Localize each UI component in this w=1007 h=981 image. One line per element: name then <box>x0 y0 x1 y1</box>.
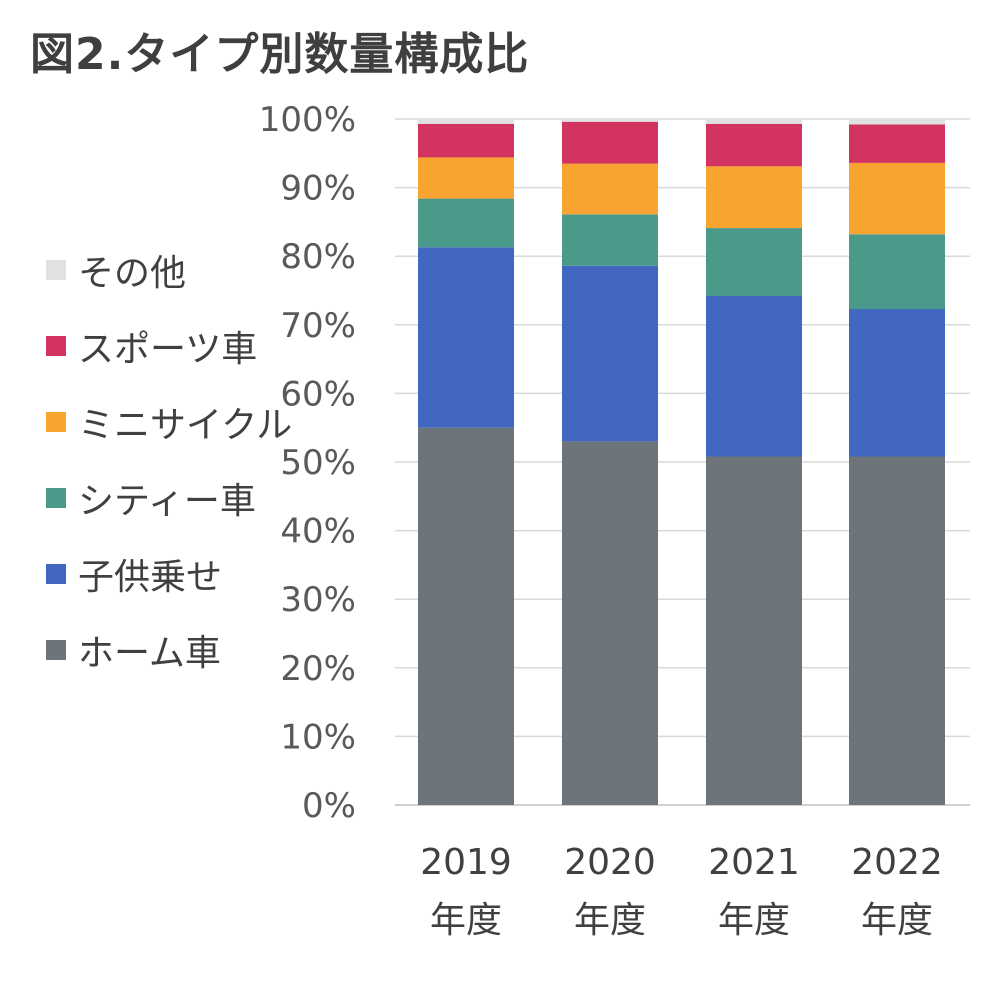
bar-segment <box>562 119 658 122</box>
bar-segment <box>849 162 945 235</box>
bar-segment <box>418 157 514 199</box>
x-axis-categories: 2019 年度 2020 年度 2021 年度 2022 年度 <box>420 842 943 941</box>
bar-segment <box>418 198 514 248</box>
bar-segment <box>849 124 945 163</box>
y-tick-label: 20% <box>280 649 356 689</box>
legend-swatch-mini-cycle <box>46 412 66 432</box>
bar-segment <box>418 119 514 124</box>
bars <box>418 119 945 805</box>
y-tick-label: 50% <box>280 443 356 483</box>
bar-segment <box>562 214 658 266</box>
x-category-label: 年度 <box>430 900 502 941</box>
y-tick-label: 80% <box>280 237 356 277</box>
y-tick-label: 0% <box>302 786 356 826</box>
bar-segment <box>706 119 802 124</box>
bar-segment <box>706 456 802 805</box>
legend-item-mini-cycle: ミニサイクル <box>46 384 292 460</box>
bar-segment <box>706 166 802 229</box>
bar-segment <box>849 456 945 805</box>
legend-item-other: その他 <box>46 232 292 308</box>
legend-swatch-child-seat <box>46 564 66 584</box>
legend-label-mini-cycle: ミニサイクル <box>78 405 293 446</box>
bar-segment <box>418 427 514 805</box>
legend-label-other: その他 <box>78 253 187 294</box>
bar-segment <box>849 234 945 310</box>
x-category-label: 2019 <box>420 842 512 883</box>
bar-segment <box>562 163 658 215</box>
legend-label-sports: スポーツ車 <box>78 329 258 370</box>
legend-item-home: ホーム車 <box>46 612 292 688</box>
bar-segment <box>849 119 945 125</box>
chart-legend: その他 スポーツ車 ミニサイクル シティー車 子供乗せ ホーム車 <box>46 232 292 688</box>
x-category-label: 年度 <box>718 900 790 941</box>
x-category-label: 年度 <box>861 900 933 941</box>
y-tick-label: 60% <box>280 374 356 414</box>
x-category-label: 2021 <box>708 842 800 883</box>
y-tick-label: 70% <box>280 306 356 346</box>
bar-segment <box>706 295 802 457</box>
bar-segment <box>562 265 658 442</box>
bar-segment <box>418 123 514 158</box>
x-category-label: 年度 <box>574 900 646 941</box>
legend-swatch-city <box>46 488 66 508</box>
legend-swatch-home <box>46 640 66 660</box>
bar-segment <box>849 309 945 457</box>
bar-segment <box>562 121 658 164</box>
bar-segment <box>418 247 514 428</box>
legend-label-home: ホーム車 <box>78 633 221 674</box>
legend-item-sports: スポーツ車 <box>46 308 292 384</box>
legend-item-city: シティー車 <box>46 460 292 536</box>
bar-segment <box>706 123 802 167</box>
legend-item-child-seat: 子供乗せ <box>46 536 292 612</box>
legend-label-child-seat: 子供乗せ <box>78 557 223 598</box>
y-axis-ticks: 0% 10% 20% 30% 40% 50% 60% 70% 80% 90% 100% <box>259 100 356 826</box>
x-category-label: 2022 <box>851 842 943 883</box>
y-tick-label: 30% <box>280 580 356 620</box>
y-tick-label: 90% <box>280 169 356 209</box>
legend-swatch-other <box>46 260 66 280</box>
chart-title: 図2.タイプ別数量構成比 <box>30 29 530 80</box>
legend-label-city: シティー車 <box>78 481 256 522</box>
y-tick-label: 100% <box>259 100 356 140</box>
y-tick-label: 40% <box>280 512 356 552</box>
x-category-label: 2020 <box>564 842 656 883</box>
legend-swatch-sports <box>46 336 66 356</box>
y-tick-label: 10% <box>280 717 356 757</box>
bar-segment <box>706 228 802 296</box>
bar-segment <box>562 441 658 805</box>
